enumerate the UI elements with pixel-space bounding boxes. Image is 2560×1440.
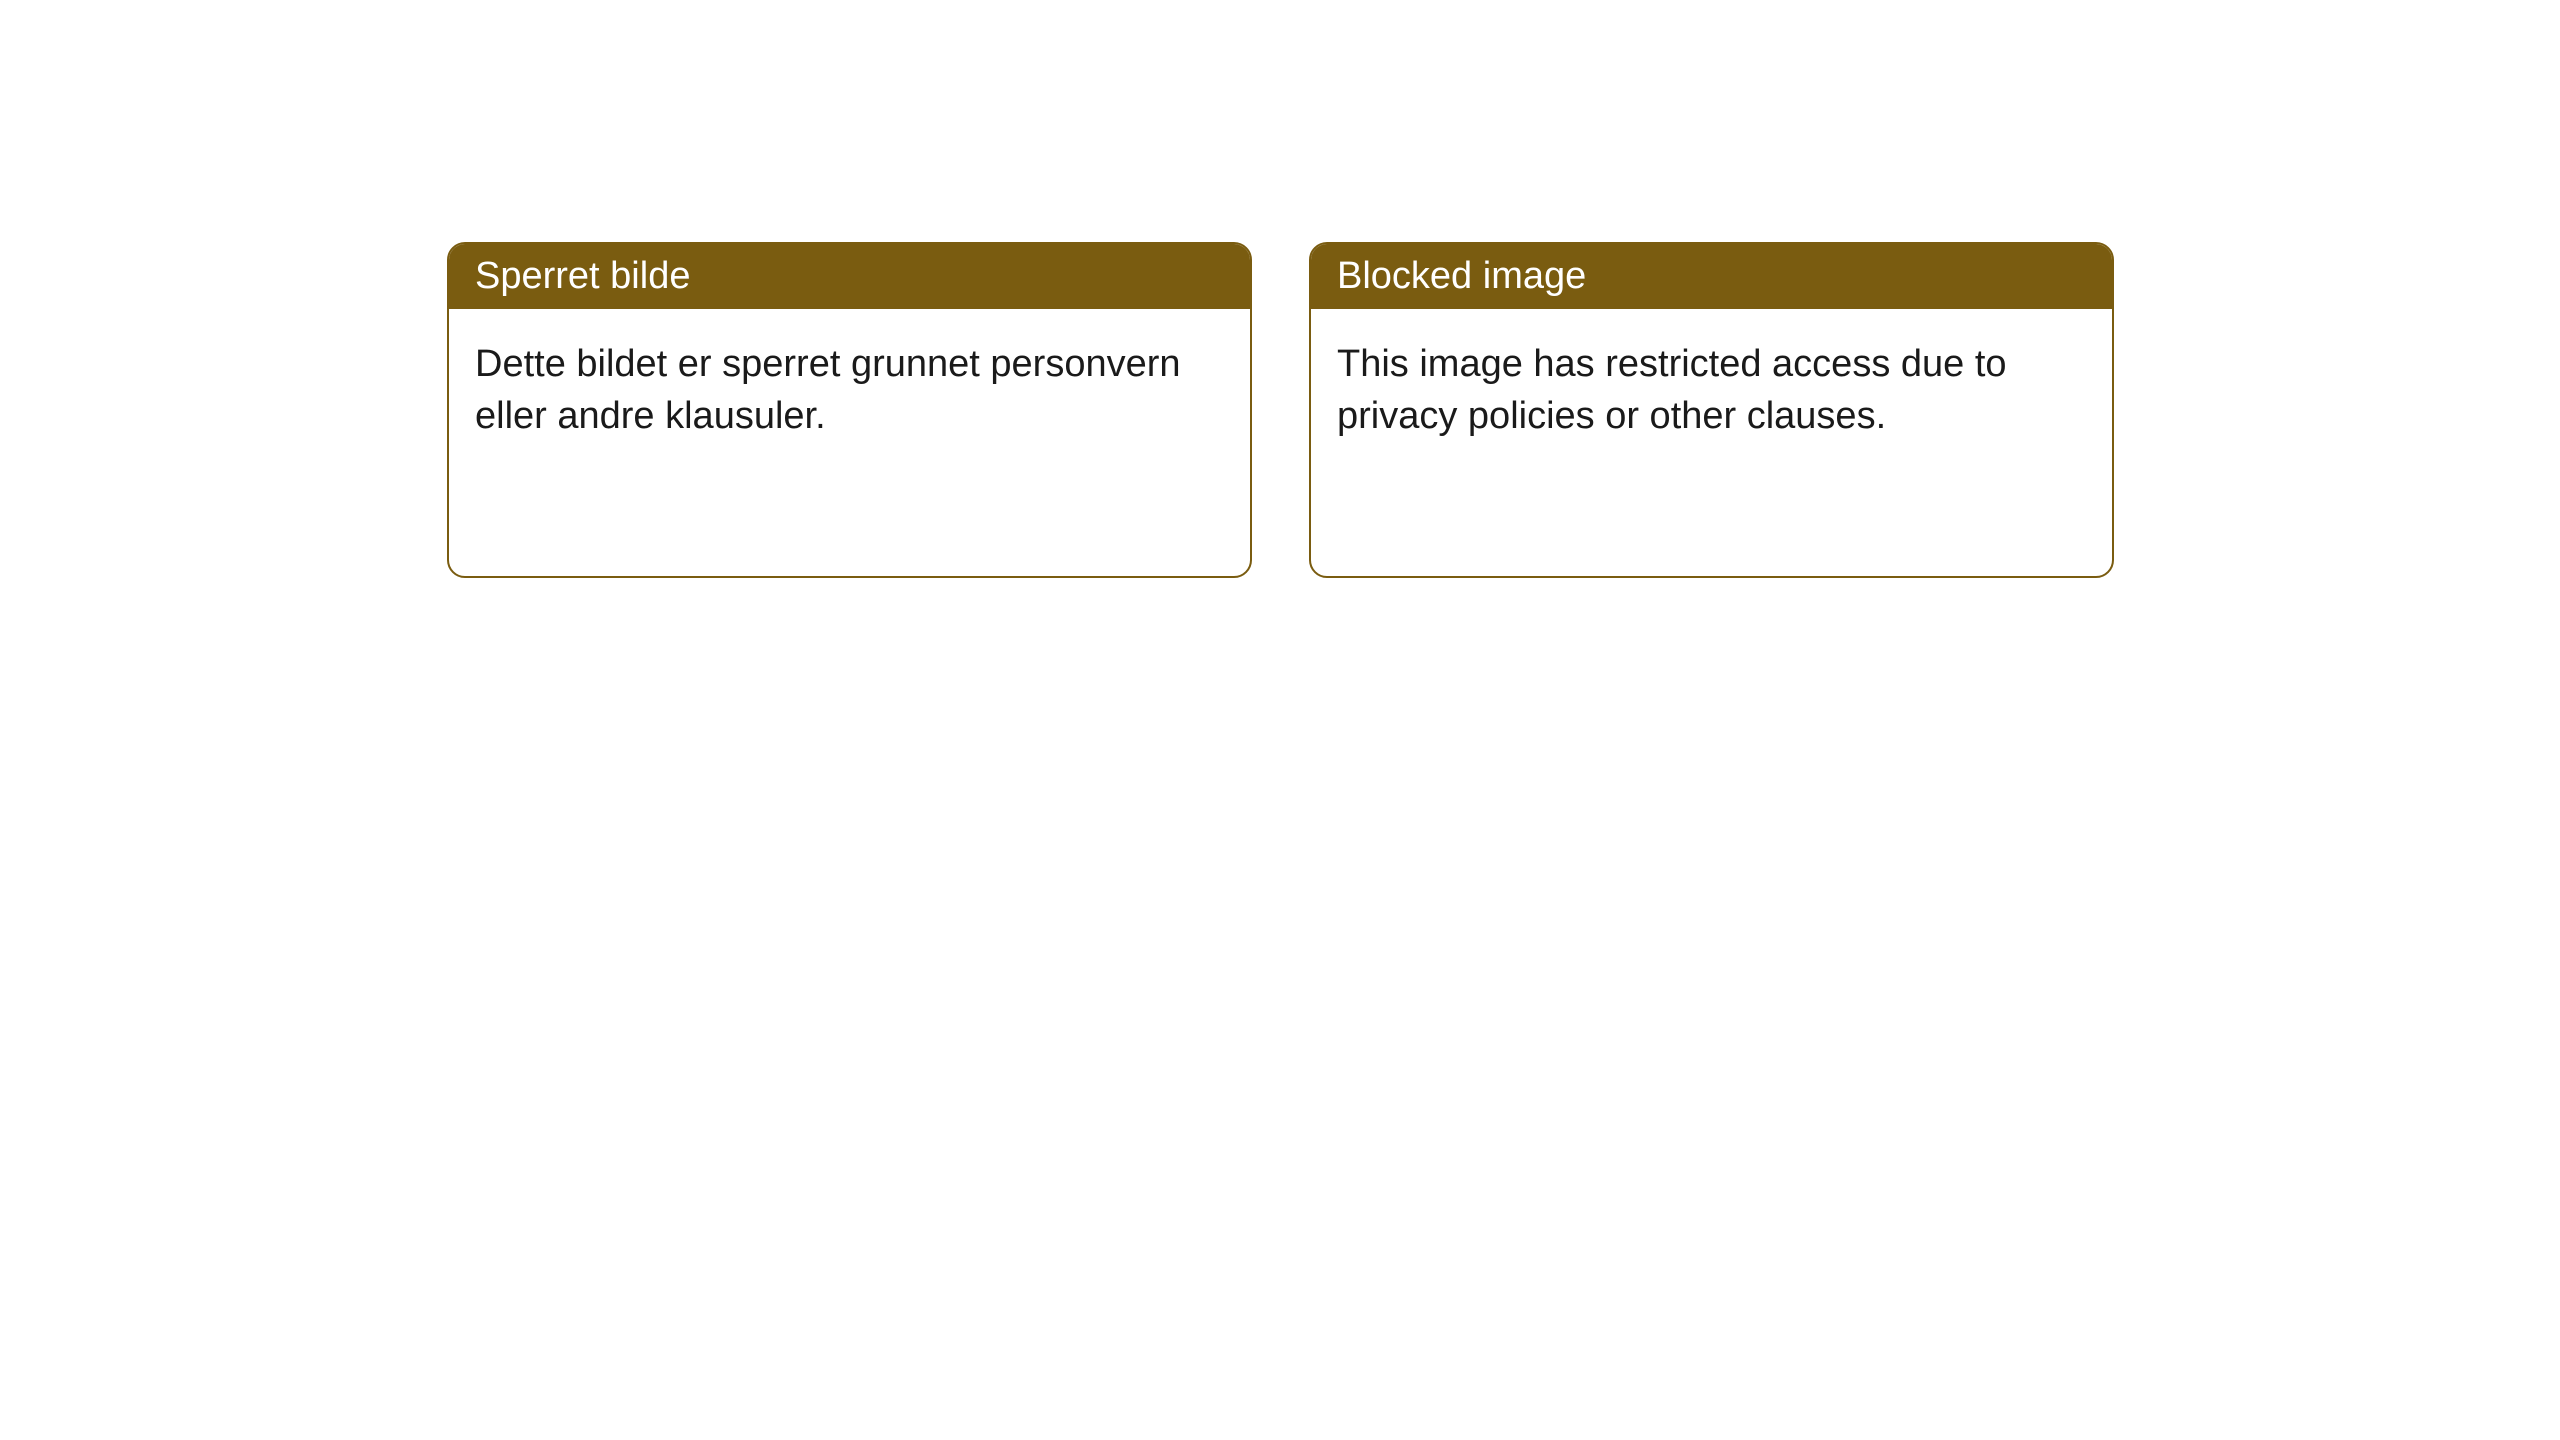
notice-body-no: Dette bildet er sperret grunnet personve… (449, 309, 1250, 472)
notice-title-no: Sperret bilde (449, 244, 1250, 309)
notice-title-en: Blocked image (1311, 244, 2112, 309)
notice-card-en: Blocked image This image has restricted … (1309, 242, 2114, 578)
notice-card-no: Sperret bilde Dette bildet er sperret gr… (447, 242, 1252, 578)
notice-container: Sperret bilde Dette bildet er sperret gr… (447, 242, 2114, 578)
notice-body-en: This image has restricted access due to … (1311, 309, 2112, 472)
